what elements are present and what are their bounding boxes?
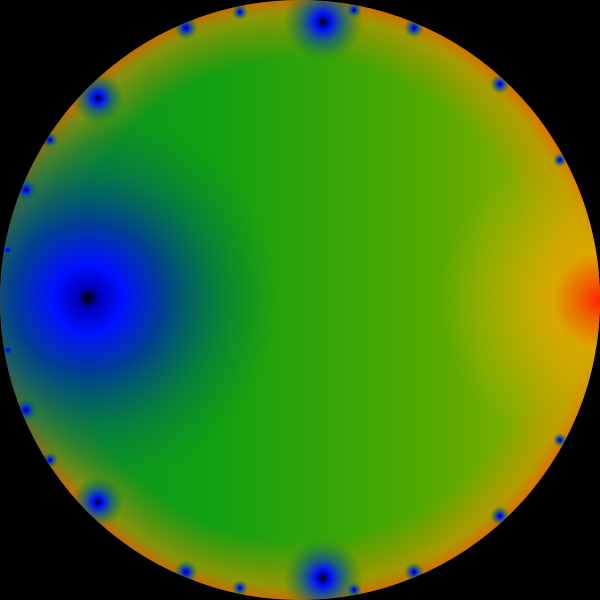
blue-spot <box>1 243 15 257</box>
blue-spot <box>72 72 124 124</box>
blue-spot <box>553 153 567 167</box>
blue-spot <box>14 178 38 202</box>
blue-spot <box>346 2 362 18</box>
blue-spot <box>42 452 58 468</box>
blue-spot <box>404 18 424 38</box>
blue-spot <box>490 74 510 94</box>
blue-spot <box>72 476 124 528</box>
blue-spot <box>42 132 58 148</box>
blue-spot <box>174 16 198 40</box>
blue-spot <box>553 433 567 447</box>
blue-spot <box>346 582 362 598</box>
blue-spot <box>490 506 510 526</box>
blue-spot <box>232 580 248 596</box>
blue-spot <box>14 398 38 422</box>
blue-spot <box>1 343 15 357</box>
blue-spot <box>404 562 424 582</box>
blue-spot <box>174 560 198 584</box>
blue-spot <box>232 4 248 20</box>
